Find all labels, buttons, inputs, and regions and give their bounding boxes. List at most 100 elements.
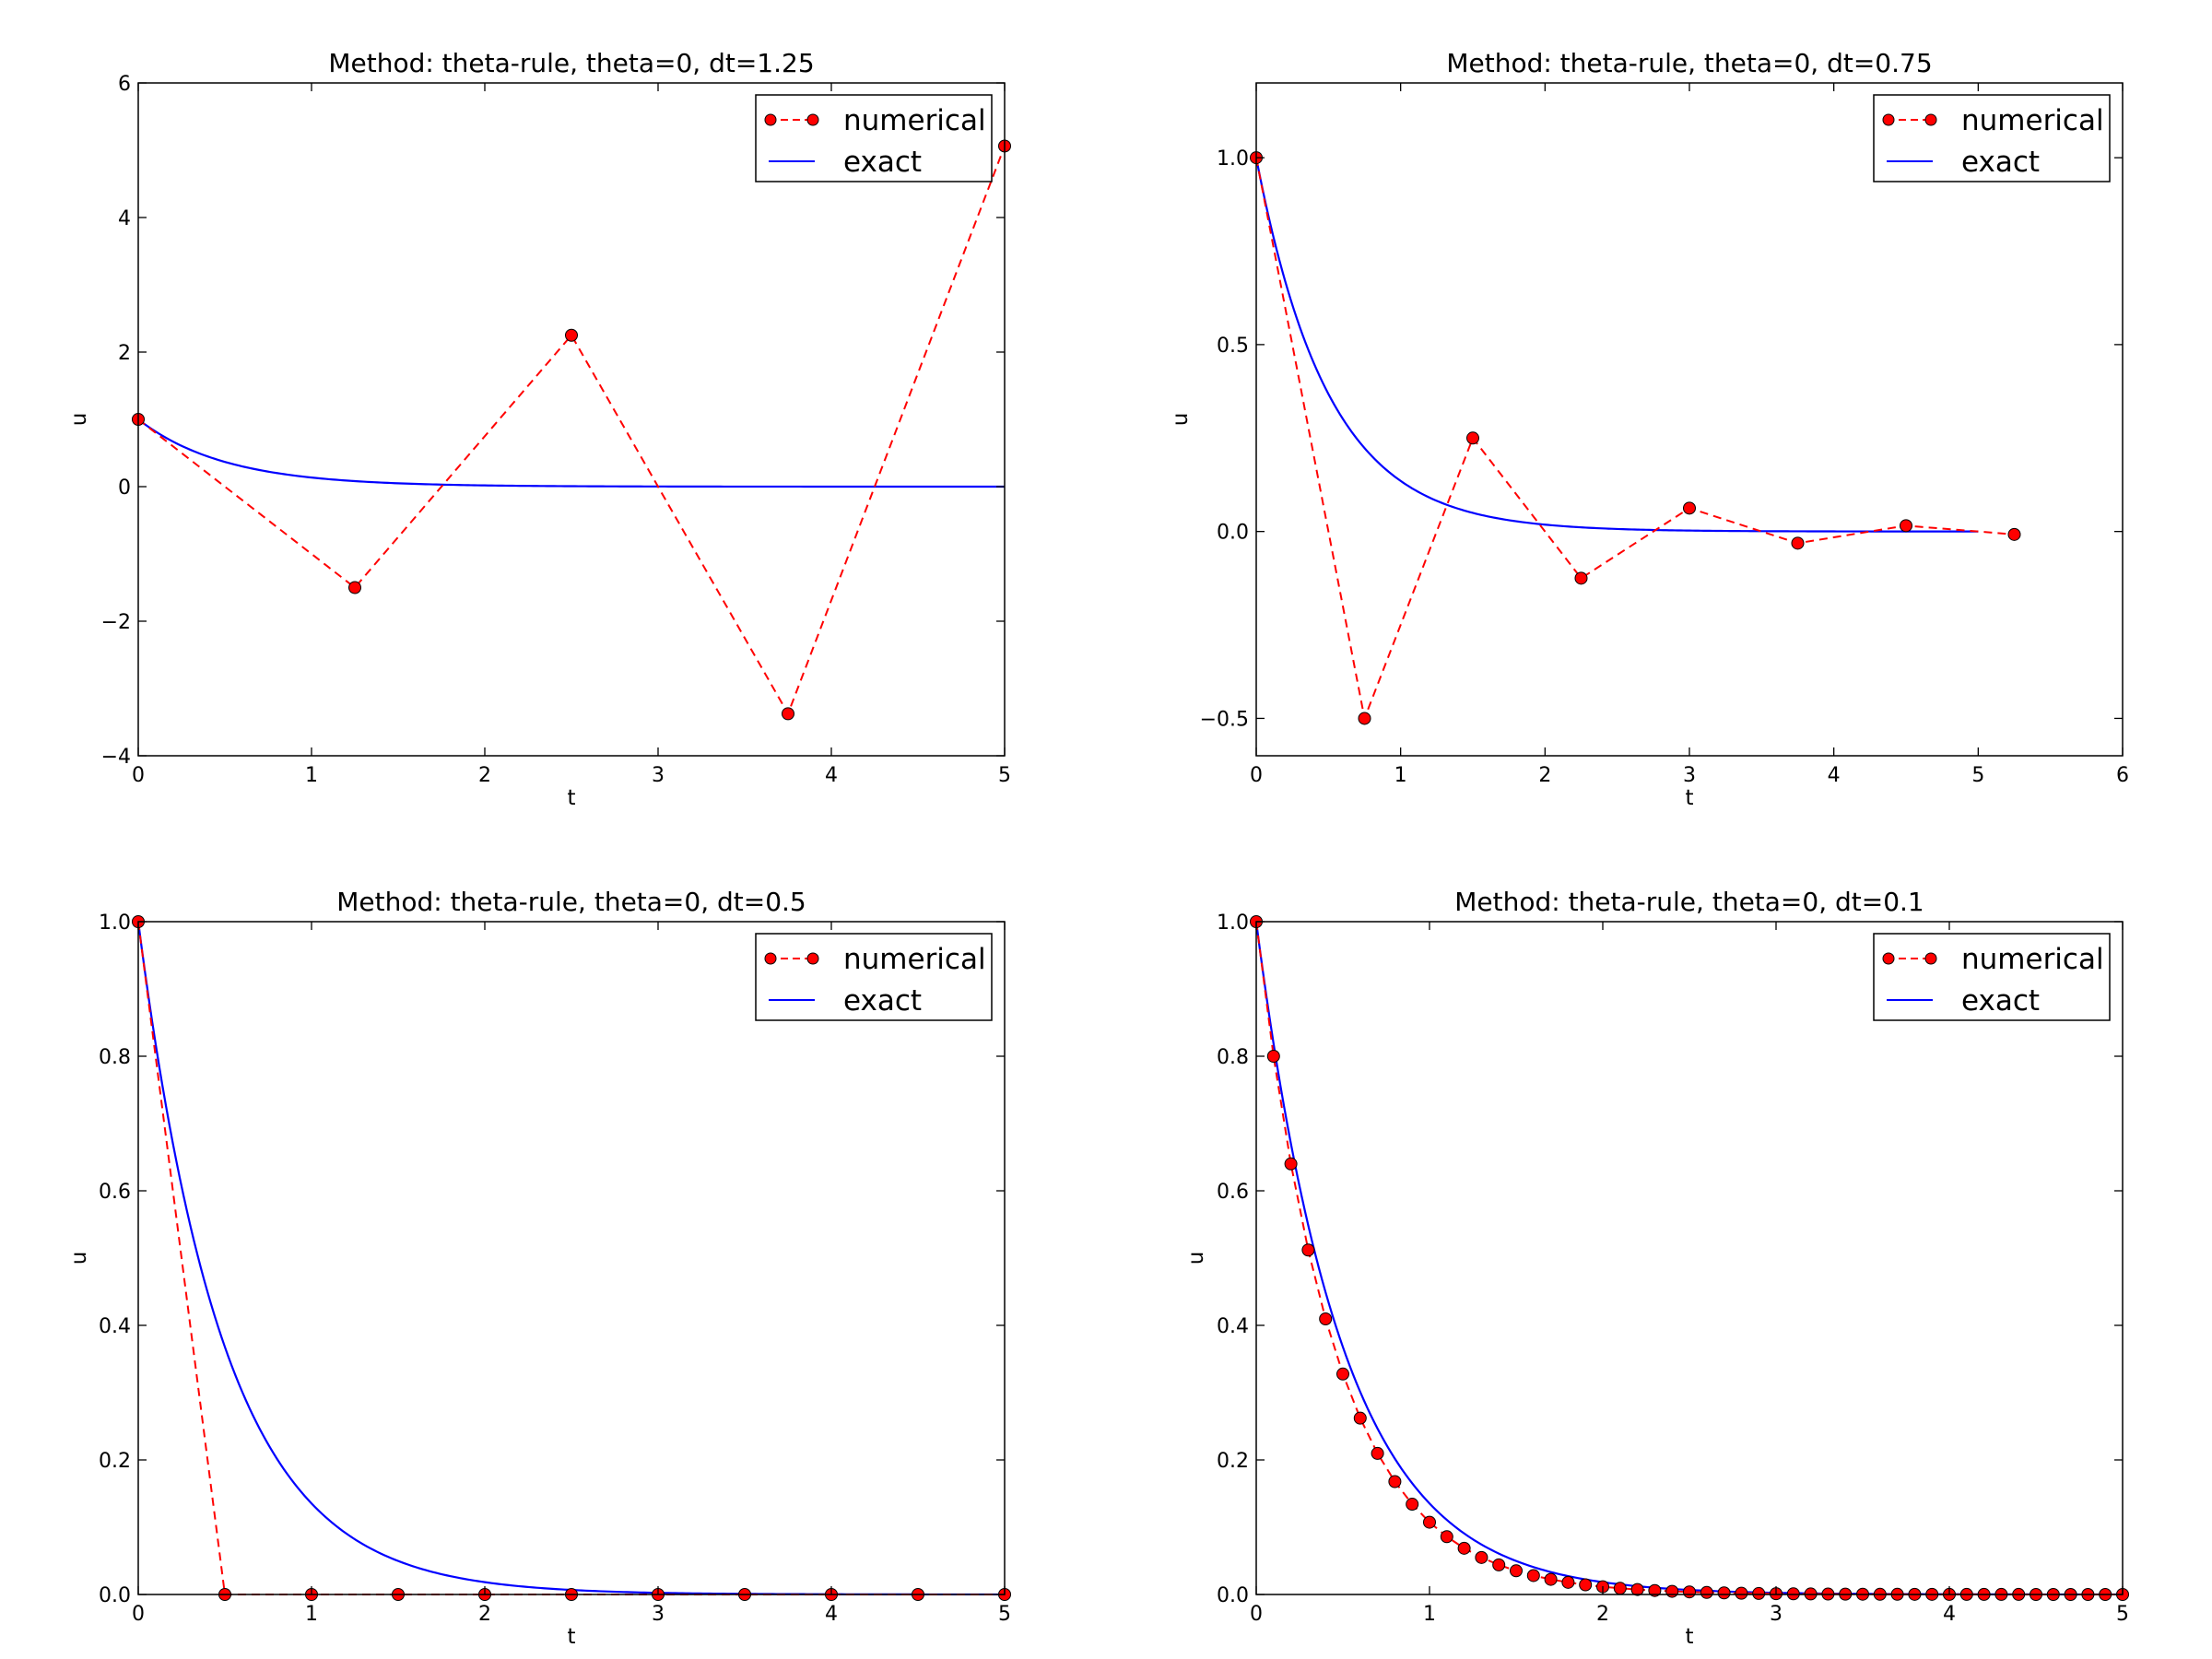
- legend: numerical exact: [755, 933, 993, 1021]
- legend-numerical-marker: [1882, 952, 1895, 965]
- y-axis-label: u: [67, 1252, 91, 1265]
- x-tick-label: 3: [1770, 1603, 1783, 1626]
- data-point: [2007, 527, 2021, 541]
- legend-numerical-marker: [1924, 952, 1937, 965]
- y-tick-label: 0.4: [1217, 1315, 1249, 1338]
- x-tick-label: 0: [1250, 764, 1263, 787]
- legend-exact-label: exact: [843, 984, 922, 1018]
- data-point: [1353, 1411, 1367, 1425]
- plot-area: [138, 83, 1005, 756]
- y-tick-label: 2: [118, 342, 131, 365]
- y-tick-label: 0.0: [1217, 1584, 1249, 1607]
- data-point: [1665, 1584, 1679, 1598]
- legend-box: [755, 933, 993, 1021]
- x-tick-label: 4: [825, 1603, 838, 1626]
- x-axis-label: t: [1685, 786, 1693, 810]
- plot-area: [1256, 922, 2123, 1594]
- legend-numerical-marker: [764, 113, 777, 126]
- y-tick-label: 1.0: [1217, 912, 1249, 935]
- data-point: [1301, 1243, 1315, 1257]
- x-tick-label: 5: [998, 1603, 1011, 1626]
- y-tick-label: 0.0: [99, 1584, 131, 1607]
- y-tick-label: 4: [118, 207, 131, 230]
- data-point: [1683, 501, 1696, 515]
- y-tick-label: 0.5: [1217, 335, 1249, 358]
- data-point: [1266, 1050, 1280, 1063]
- data-point: [348, 581, 361, 594]
- subplot-2: 0 1 2 3 4 5 6 −0.5 0.0 0.5 1.0 Method: theta-rule,…: [1169, 48, 2129, 810]
- data-point: [1284, 1157, 1298, 1171]
- legend-exact-label: exact: [1961, 984, 2040, 1018]
- x-tick-label: 3: [1683, 764, 1696, 787]
- legend-numerical-marker: [764, 952, 777, 965]
- x-tick-label: 3: [652, 764, 665, 787]
- plot-frame: [137, 921, 1006, 1595]
- exact-line: [137, 418, 1005, 488]
- legend-numerical-marker: [1924, 113, 1937, 126]
- data-point: [1526, 1569, 1540, 1583]
- x-axis-label: t: [1685, 1625, 1693, 1649]
- y-axis-label: u: [1169, 413, 1193, 427]
- data-point: [782, 707, 794, 721]
- x-tick-label: 6: [2116, 764, 2129, 787]
- data-point: [1900, 519, 1912, 533]
- subplot-3: 0 1 2 3 4 5 0.0 0.2 0.4 0.6 0.8 1.0 Method: theta-r…: [67, 887, 1011, 1649]
- x-tick-label: 0: [1250, 1603, 1263, 1626]
- x-tick-label: 1: [1423, 1603, 1436, 1626]
- subplot-4: 0 1 2 3 4 5 0.0 0.2 0.4 0.6 0.8 1.0 Method: theta-r…: [1184, 887, 2129, 1649]
- x-tick-label: 2: [478, 1603, 491, 1626]
- y-tick-label: 0.6: [99, 1181, 131, 1204]
- data-point: [1358, 712, 1371, 725]
- x-axis-label: t: [567, 786, 575, 810]
- data-point: [1492, 1558, 1506, 1571]
- chart-title: Method: theta-rule, theta=0, dt=0.75: [1446, 48, 1932, 78]
- data-point: [1791, 536, 1805, 550]
- x-tick-label: 5: [998, 764, 1011, 787]
- data-point: [1752, 1586, 1766, 1600]
- chart-title: Method: theta-rule, theta=0, dt=1.25: [328, 48, 814, 78]
- x-tick-label: 2: [1596, 1603, 1609, 1626]
- data-point: [1700, 1585, 1713, 1599]
- y-tick-label: −2: [101, 611, 131, 634]
- data-point: [1388, 1475, 1402, 1488]
- x-tick-label: 1: [305, 764, 318, 787]
- x-tick-label: 4: [825, 764, 838, 787]
- y-tick-label: 6: [118, 73, 131, 96]
- ticks: 0 1 2 3 4 5 −4 −2 0 2 4 6: [101, 73, 1011, 787]
- data-point: [1735, 1586, 1748, 1600]
- exact-series: [137, 418, 1005, 488]
- data-point: [1579, 1578, 1593, 1592]
- plot-frame: [137, 82, 1006, 757]
- y-tick-label: 0.2: [99, 1450, 131, 1473]
- data-point: [1319, 1312, 1333, 1325]
- legend-exact-label: exact: [1961, 146, 2040, 179]
- data-point: [565, 328, 578, 342]
- exact-line: [1254, 157, 1979, 533]
- y-tick-label: −0.5: [1200, 708, 1249, 731]
- numerical-line: [137, 146, 1006, 716]
- y-tick-label: 0.2: [1217, 1450, 1249, 1473]
- x-tick-label: 2: [1538, 764, 1551, 787]
- numerical-line: [1255, 157, 2015, 723]
- x-tick-label: 5: [1971, 764, 1984, 787]
- subplot-1: 0 1 2 3 4 5 −4 −2 0 2 4 6 Method: theta-rule, theta…: [67, 48, 1011, 810]
- data-point: [1457, 1541, 1471, 1555]
- x-tick-label: 1: [305, 1603, 318, 1626]
- x-tick-label: 2: [478, 764, 491, 787]
- x-tick-label: 5: [2116, 1603, 2129, 1626]
- legend-numerical-marker: [1882, 113, 1895, 126]
- data-point: [1440, 1530, 1453, 1544]
- plot-area: [1256, 83, 2123, 756]
- exact-series: [1254, 157, 1979, 533]
- x-tick-label: 4: [1828, 764, 1841, 787]
- x-tick-label: 4: [1943, 1603, 1956, 1626]
- y-axis-label: u: [67, 413, 91, 427]
- data-point: [1336, 1367, 1349, 1381]
- data-point: [1406, 1498, 1419, 1512]
- y-tick-label: 1.0: [1217, 147, 1249, 171]
- ticks: 0 1 2 3 4 5 6 −0.5 0.0 0.5 1.0: [1200, 83, 2129, 787]
- data-point: [1510, 1564, 1523, 1578]
- data-point: [1544, 1572, 1558, 1586]
- legend-numerical-label: numerical: [1961, 943, 2104, 976]
